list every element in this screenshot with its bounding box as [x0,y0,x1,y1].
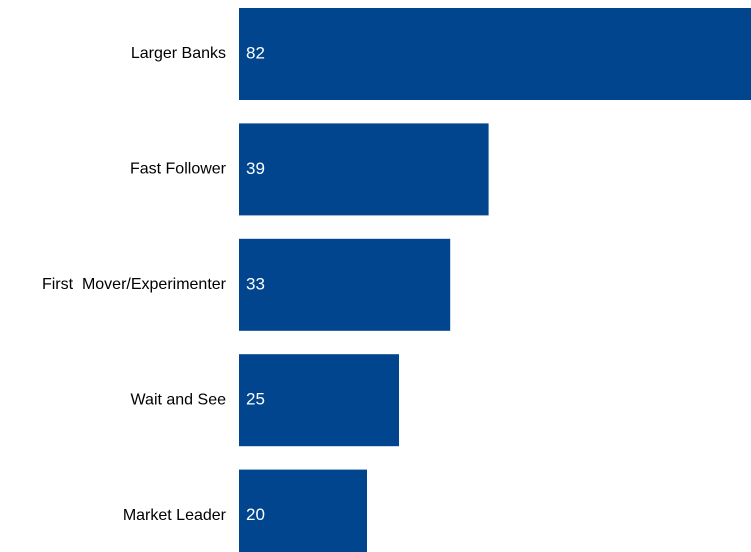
category-label-fast-follower: Fast Follower [130,161,227,178]
bars-group [239,8,751,552]
value-label-wait-and-see: 25 [246,390,265,409]
value-label-market-leader: 20 [246,505,265,524]
category-label-first-mover-experimenter: First Mover/Experimenter [42,276,227,293]
value-label-larger-banks: 82 [246,43,265,62]
bar-market-leader [239,469,367,552]
value-labels-group: 82 39 33 25 20 [246,43,265,524]
category-label-larger-banks: Larger Banks [131,45,226,62]
category-label-market-leader: Market Leader [123,507,227,524]
bar-wait-and-see [239,354,399,447]
value-label-fast-follower: 39 [246,159,265,178]
bar-first-mover-experimenter [239,238,451,331]
category-labels-group: Larger Banks Fast Follower First Mover/Exp… [42,45,227,524]
value-label-first-mover-experimenter: 33 [246,274,265,293]
category-label-wait-and-see: Wait and See [131,391,227,408]
bar-fast-follower [239,123,489,216]
bar-larger-banks [239,8,751,100]
